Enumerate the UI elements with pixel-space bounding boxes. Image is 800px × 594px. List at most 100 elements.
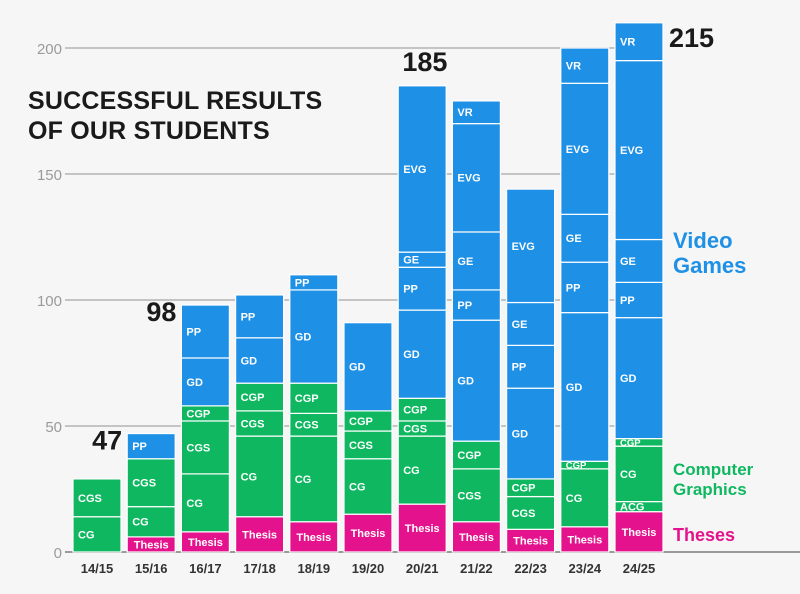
bar-segment [506,188,556,304]
segment-label: CG [186,498,203,510]
bar-segment [235,382,285,412]
segment-label: GD [620,373,637,385]
chart-title: SUCCESSFUL RESULTS OF OUR STUDENTS [28,86,322,146]
segment-label: GD [349,362,366,374]
segment-label: CG [241,471,258,483]
segment-label: PP [295,277,310,289]
segment-label: VR [620,37,635,49]
bar-segment [180,304,230,359]
segment-label: EVG [403,164,426,176]
segment-label: GE [512,319,528,331]
segment-label: CGP [620,438,641,449]
bar-segment [235,337,285,384]
y-tick-label: 50 [45,419,62,436]
total-label: 47 [92,426,122,456]
segment-label: CGP [349,416,373,428]
segment-label: GE [566,233,582,245]
segment-label: ACG [620,502,644,514]
bar-segment [289,274,339,291]
segment-label: CG [132,517,149,529]
segment-label: CGS [78,493,102,505]
segment-label: Thesis [567,534,602,546]
bar-segment [289,382,339,415]
bar-segment [343,458,393,515]
segment-label: EVG [566,144,589,156]
x-tick-label: 17/18 [243,561,276,576]
bar-segment [451,122,501,233]
x-tick-label: 15/16 [135,561,168,576]
segment-label: GD [457,376,474,388]
segment-label: GD [186,377,203,389]
bar-segment [451,440,501,470]
segment-label: CGP [295,393,319,405]
legend-video-line2: Games [673,253,747,278]
bar-segment [126,432,176,460]
segment-label: PP [512,362,527,374]
bar-segment [180,473,230,533]
bar-segment [560,468,610,528]
x-tick-label: 16/17 [189,561,222,576]
legend-cg-line1: Computer [673,460,754,479]
bar-segment [560,213,610,263]
bar-segment [506,495,556,530]
segment-label: GE [403,255,419,267]
segment-label: CGP [512,483,536,495]
segment-label: Thesis [296,532,331,544]
bar-segment [397,266,447,311]
segment-label: GD [295,332,312,344]
segment-label: CGP [241,392,265,404]
bar-segment [289,521,339,553]
y-tick-label: 200 [37,41,62,58]
segment-label: EVG [620,145,643,157]
segment-label: Thesis [134,539,169,551]
bar-segment [506,301,556,346]
segment-label: CG [78,529,95,541]
x-tick-label: 23/24 [569,561,602,576]
x-tick-label: 22/23 [514,561,547,576]
bar-segment [72,478,122,518]
bar-segment [451,231,501,291]
segment-label: Thesis [622,527,657,539]
bar-segment [451,468,501,523]
segment-label: PP [241,311,256,323]
bar-segment [343,322,393,412]
segment-label: PP [457,300,472,312]
segment-label: Thesis [459,532,494,544]
segment-label: GD [512,429,529,441]
segment-label: CG [566,493,583,505]
segment-label: CGS [295,420,319,432]
segment-label: CG [349,481,366,493]
bar-segment [235,410,285,437]
segment-label: Thesis [242,529,277,541]
y-tick-label: 100 [37,293,62,310]
bar-segment [614,317,664,440]
segment-label: Thesis [188,537,223,549]
segment-label: CG [295,474,312,486]
legend-theses: Theses [673,524,735,546]
bar-segment [506,344,556,389]
segment-label: Thesis [513,536,548,548]
segment-label: PP [403,284,418,296]
bar-segment [451,100,501,125]
bar-segment [614,511,664,553]
bar-segment [126,458,176,508]
bar-segment [72,516,122,553]
bar-segment [560,312,610,462]
segment-label: CGS [403,423,427,435]
segment-label: CGS [241,418,265,430]
segment-label: CG [403,465,420,477]
bar-segment [397,503,447,553]
bar-segment [397,435,447,505]
segment-label: Thesis [351,528,386,540]
total-label: 185 [402,47,447,77]
bar-segment [126,506,176,538]
x-tick-label: 18/19 [298,561,331,576]
x-tick-label: 24/25 [623,561,656,576]
bar-segment [397,309,447,399]
segment-label: GD [241,355,258,367]
segment-label: PP [620,295,635,307]
segment-label: CGS [512,508,536,520]
y-tick-label: 150 [37,167,62,184]
segment-label: VR [566,61,581,73]
